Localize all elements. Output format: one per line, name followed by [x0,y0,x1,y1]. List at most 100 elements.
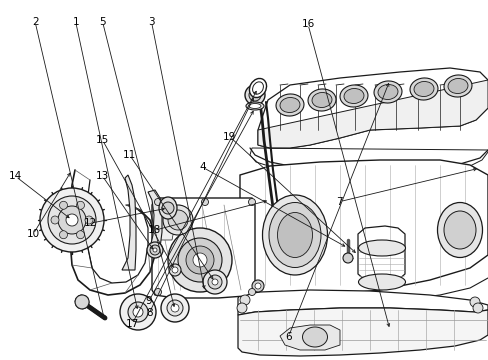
Ellipse shape [377,85,397,99]
Polygon shape [158,210,175,240]
Ellipse shape [277,212,312,257]
Circle shape [58,206,86,234]
Ellipse shape [280,98,299,113]
Circle shape [76,201,84,209]
Circle shape [169,264,181,276]
Ellipse shape [339,85,367,107]
Circle shape [60,201,67,209]
Circle shape [193,253,206,267]
Text: 10: 10 [27,229,40,239]
Polygon shape [240,160,487,298]
Circle shape [75,295,89,309]
Text: 19: 19 [223,132,236,142]
Ellipse shape [358,274,405,290]
Text: 2: 2 [32,17,39,27]
Ellipse shape [268,202,320,267]
Polygon shape [258,68,487,148]
Text: 8: 8 [145,308,152,318]
Polygon shape [280,325,339,350]
Polygon shape [258,80,487,148]
Circle shape [153,248,157,252]
Text: 1: 1 [72,17,79,27]
Ellipse shape [159,197,177,219]
Circle shape [201,198,208,206]
Circle shape [76,231,84,239]
Ellipse shape [443,211,475,249]
Circle shape [251,280,264,292]
Circle shape [207,275,222,289]
Ellipse shape [311,93,331,108]
Text: 12: 12 [83,218,97,228]
Ellipse shape [373,81,401,103]
Circle shape [212,279,218,285]
Ellipse shape [413,81,433,96]
Ellipse shape [358,240,405,256]
Polygon shape [172,240,220,280]
Circle shape [237,303,246,313]
Circle shape [167,300,183,316]
Circle shape [60,231,67,239]
Text: 18: 18 [147,225,161,235]
Ellipse shape [252,82,263,94]
Circle shape [248,288,255,296]
Polygon shape [152,198,254,298]
Circle shape [162,202,174,214]
Circle shape [154,198,161,206]
Circle shape [154,288,161,296]
Ellipse shape [307,89,335,111]
Ellipse shape [447,78,467,94]
Circle shape [240,295,249,305]
Text: 3: 3 [148,17,155,27]
Circle shape [342,253,352,263]
Circle shape [51,216,59,224]
Text: 16: 16 [301,19,314,30]
Circle shape [171,304,179,312]
Ellipse shape [262,195,327,275]
Circle shape [185,246,214,274]
Circle shape [161,294,189,322]
Circle shape [168,228,231,292]
Circle shape [244,85,264,105]
Circle shape [203,270,226,294]
Circle shape [248,198,255,206]
Ellipse shape [245,102,264,110]
Circle shape [469,297,479,307]
Circle shape [168,210,187,230]
Circle shape [172,267,178,273]
Polygon shape [122,175,136,270]
Polygon shape [238,290,487,315]
Ellipse shape [248,104,261,108]
Ellipse shape [437,202,482,257]
Text: 17: 17 [125,319,139,329]
Circle shape [472,303,482,313]
Circle shape [85,216,93,224]
Polygon shape [148,190,162,248]
Circle shape [120,294,156,330]
Circle shape [178,238,222,282]
Text: 13: 13 [96,171,109,181]
Text: 11: 11 [122,150,136,160]
Ellipse shape [409,78,437,100]
Ellipse shape [302,327,327,347]
Polygon shape [238,308,487,356]
Ellipse shape [249,78,266,98]
Circle shape [133,307,142,317]
Circle shape [150,245,160,255]
Text: 9: 9 [145,296,152,306]
Text: 15: 15 [96,135,109,145]
Ellipse shape [344,89,363,104]
Circle shape [147,242,163,258]
Ellipse shape [443,75,471,97]
Circle shape [248,89,261,101]
Text: 14: 14 [9,171,22,181]
Circle shape [66,214,78,226]
Text: 7: 7 [336,197,343,207]
Circle shape [163,205,193,235]
Circle shape [48,196,96,244]
Text: 6: 6 [285,332,291,342]
Text: 4: 4 [199,162,206,172]
Circle shape [40,188,104,252]
Ellipse shape [275,94,304,116]
Text: 5: 5 [99,17,106,27]
Circle shape [254,283,261,289]
